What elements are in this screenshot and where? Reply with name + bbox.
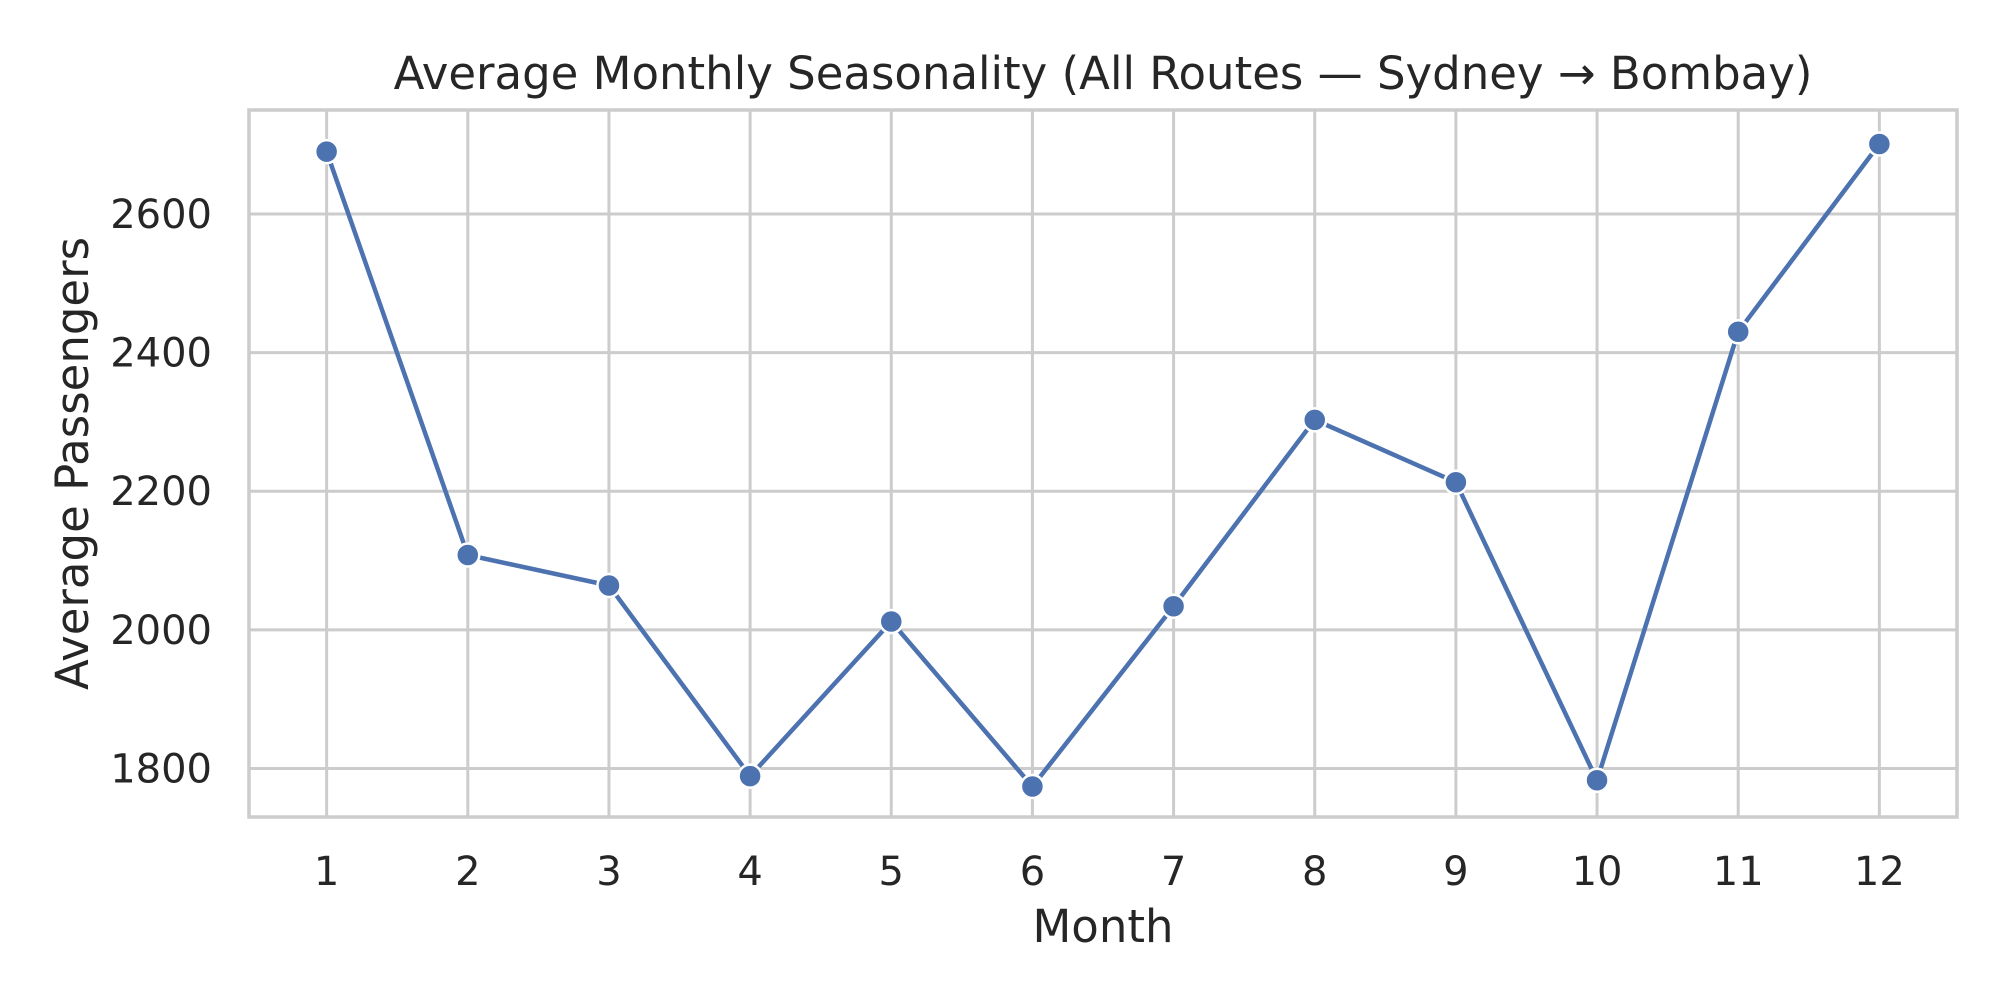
x-tick-label: 2 <box>455 849 480 895</box>
x-tick-label: 5 <box>879 849 904 895</box>
x-tick-label: 1 <box>314 849 339 895</box>
y-tick-label: 2200 <box>110 469 212 515</box>
x-tick-label: 9 <box>1443 849 1468 895</box>
x-tick-label: 8 <box>1302 849 1327 895</box>
data-point <box>596 572 622 599</box>
plot-frame <box>247 108 1959 819</box>
data-point <box>455 542 481 568</box>
y-tick-label: 2600 <box>110 192 212 238</box>
data-point <box>1301 407 1328 433</box>
data-point <box>1725 319 1751 345</box>
data-point <box>1584 767 1610 794</box>
data-point <box>878 608 905 635</box>
x-tick-label: 4 <box>737 849 762 895</box>
series-layer <box>313 131 1893 800</box>
y-tick-label: 2400 <box>110 331 212 377</box>
x-tick-label: 11 <box>1713 849 1764 895</box>
data-point <box>1019 773 1046 800</box>
x-tick-label: 12 <box>1854 849 1905 895</box>
x-axis-label: Month <box>1032 900 1173 953</box>
x-tick-label: 10 <box>1572 849 1623 895</box>
x-tick-label: 6 <box>1020 849 1045 895</box>
series-line <box>324 141 1882 789</box>
data-point <box>1866 131 1893 157</box>
data-point <box>737 763 763 789</box>
y-axis-label: Average Passengers <box>46 237 99 690</box>
y-tick-label: 1800 <box>110 746 212 792</box>
y-tick-label: 2000 <box>110 608 212 654</box>
data-point <box>1160 593 1187 620</box>
data-point <box>313 138 340 165</box>
data-point <box>1443 469 1469 495</box>
x-tick-label: 7 <box>1161 849 1186 895</box>
grid-layer <box>249 110 1957 817</box>
x-tick-label: 3 <box>596 849 621 895</box>
chart-title: Average Monthly Seasonality (All Routes … <box>394 47 1813 100</box>
